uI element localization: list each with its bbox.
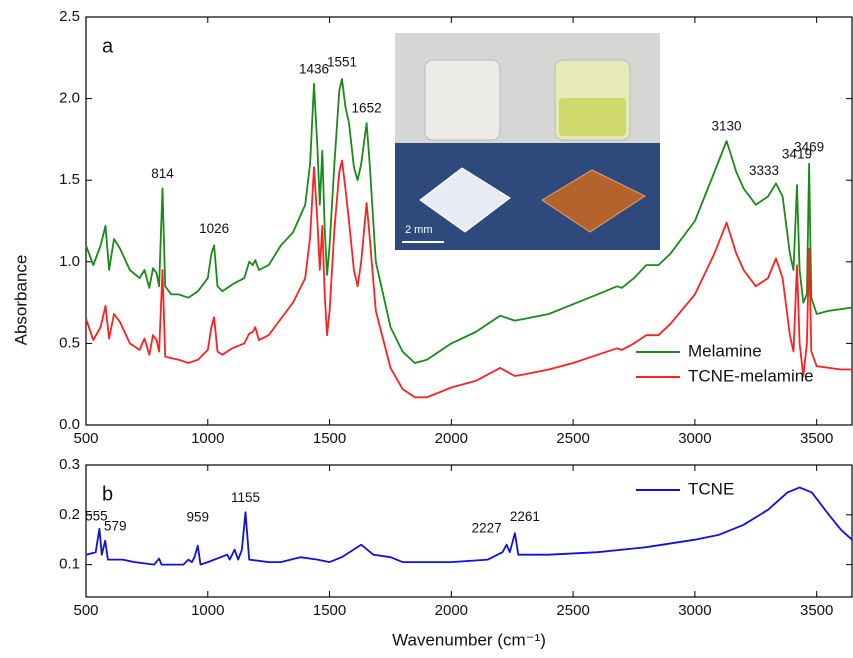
legend-label: TCNE [688,479,734,498]
y-tick-label: 0.3 [59,456,80,473]
plot-frame [85,464,853,598]
panel-label: a [102,35,114,57]
x-tick-label: 1500 [313,430,346,447]
x-tick-label: 500 [73,602,98,619]
peak-label: 2261 [510,509,540,524]
crystal [419,167,511,233]
x-tick-label: 2000 [435,602,468,619]
y-tick-label: 2.0 [59,90,80,107]
x-tick-label: 2500 [556,430,589,447]
x-tick-label: 3500 [800,602,833,619]
y-axis-label: Absorbance [11,255,30,346]
peak-label: 3469 [794,139,824,154]
series-line [85,78,853,364]
series-line [85,159,852,399]
x-axis-label: Wavenumber (cm⁻¹) [392,630,546,649]
x-tick-label: 500 [73,430,98,447]
y-tick-label: 1.0 [59,253,80,270]
x-tick-label: 3000 [678,430,711,447]
x-tick-label: 1000 [191,430,224,447]
y-tick-label: 2.5 [59,8,80,25]
peak-label: 1551 [327,55,357,70]
x-tick-label: 2500 [556,602,589,619]
peak-label: 814 [151,166,174,181]
legend-label: Melamine [688,341,762,360]
legend-label: TCNE-melamine [688,366,814,385]
y-tick-label: 0.1 [59,556,80,573]
inset-photo: 2 mm [395,33,660,250]
panel: 500 1000 1500 2000 2500 3000 3500 0.0 0.5 1.0 1.5 2… [11,8,853,447]
panel: 500 1000 1500 2000 2500 3000 3500 0.1 0.2 0.3 b Wav… [59,456,853,649]
series-line [85,486,853,566]
vial [424,59,501,141]
peak-label: 3130 [712,119,742,134]
vial-liquid [559,98,626,136]
x-tick-label: 3000 [678,602,711,619]
peak-label: 1436 [299,61,329,76]
peak-label: 1652 [352,101,382,116]
peak-label: 555 [85,508,108,523]
peak-label: 579 [104,518,127,533]
peak-label: 3333 [749,163,779,178]
x-tick-label: 2000 [435,430,468,447]
peak-label: 1026 [199,221,229,236]
peak-label: 3419 [782,147,812,162]
scale-label: 2 mm [405,224,433,236]
panel-label: b [102,483,113,505]
x-tick-label: 1500 [313,602,346,619]
y-tick-label: 0.5 [59,334,80,351]
x-tick-label: 3500 [800,430,833,447]
y-tick-label: 0.0 [59,416,80,433]
y-tick-label: 1.5 [59,171,80,188]
peak-label: 2227 [472,520,502,535]
plot-frame [85,16,853,426]
peak-label: 1155 [231,490,260,505]
x-tick-label: 1000 [191,602,224,619]
y-tick-label: 0.2 [59,506,80,523]
crystal [541,169,647,233]
peak-label: 959 [187,509,210,524]
